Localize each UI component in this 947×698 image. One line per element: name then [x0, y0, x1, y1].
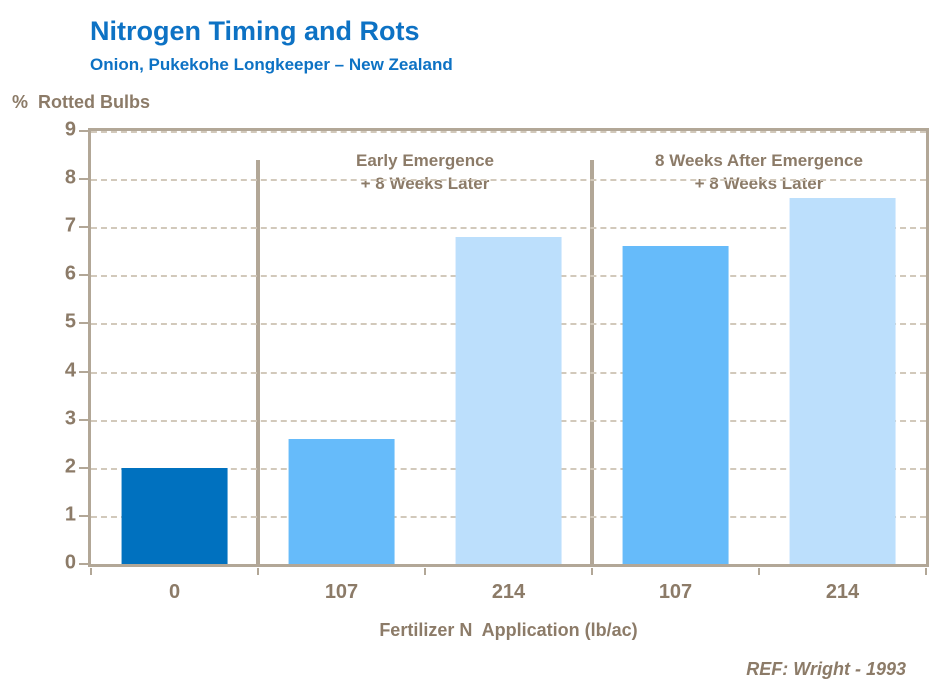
x-category-label: 0	[168, 581, 181, 603]
chart-title: Nitrogen Timing and Rots	[90, 16, 420, 46]
y-tick-label: 6	[64, 262, 76, 285]
group-annotation-line: + 8 Weeks Later	[694, 174, 824, 193]
x-axis-tick	[257, 568, 259, 575]
x-category-label: 107	[658, 581, 693, 603]
group-divider-2	[590, 160, 594, 564]
bar-214-lb	[789, 198, 896, 564]
y-axis-tick	[79, 274, 88, 277]
x-axis-tick	[591, 568, 593, 575]
y-tick-label: 5	[64, 310, 76, 333]
y-axis-tick	[79, 418, 88, 421]
x-category-label: 214	[825, 581, 860, 603]
x-category-label: 214	[491, 581, 526, 603]
x-axis-label: Fertilizer N Application (lb/ac)	[379, 620, 638, 640]
group-annotation-early-emergence: Early Emergence + 8 Weeks Later	[245, 149, 605, 195]
bar-107-lb	[288, 438, 395, 564]
x-axis-tick	[90, 568, 92, 575]
y-axis-tick	[79, 514, 88, 517]
group-annotation-line: 8 Weeks After Emergence	[655, 151, 863, 170]
y-tick-label: 9	[64, 118, 76, 141]
plot-area: Early Emergence + 8 Weeks Later 8 Weeks …	[65, 118, 929, 603]
y-tick-label: 4	[64, 358, 76, 381]
y-axis-label: % Rotted Bulbs	[12, 92, 150, 112]
group-annotation-line: + 8 Weeks Later	[360, 174, 490, 193]
gridline-y7	[91, 227, 926, 230]
y-axis-tick	[79, 466, 88, 469]
y-axis-tick	[79, 130, 88, 132]
group-annotation-8-weeks-after: 8 Weeks After Emergence + 8 Weeks Later	[579, 149, 939, 195]
group-divider-1	[256, 160, 260, 564]
bar-107-lb	[622, 246, 729, 564]
y-axis-tick	[79, 178, 88, 181]
group-annotation-line: Early Emergence	[356, 151, 494, 170]
chart-subtitle: Onion, Pukekohe Longkeeper – New Zealand	[90, 55, 453, 74]
reference-citation: REF: Wright - 1993	[746, 659, 906, 679]
y-axis-tick	[79, 322, 88, 325]
x-axis-tick	[424, 568, 426, 575]
y-tick-label: 2	[64, 455, 76, 478]
x-axis-tick	[925, 568, 927, 575]
y-tick-label: 1	[64, 503, 76, 526]
x-axis-tick	[758, 568, 760, 575]
gridline-y9	[91, 131, 926, 133]
y-tick-label: 7	[64, 214, 76, 237]
y-axis-tick	[79, 226, 88, 229]
y-axis-tick	[79, 370, 88, 373]
y-tick-label: 3	[64, 407, 76, 430]
bar-214-lb	[455, 236, 562, 564]
y-tick-label: 8	[64, 166, 76, 189]
gridline-y8	[91, 179, 926, 182]
bar-0-lb	[121, 467, 228, 564]
x-category-label: 107	[324, 581, 359, 603]
y-axis-tick	[79, 563, 88, 565]
y-tick-label: 0	[64, 551, 76, 574]
